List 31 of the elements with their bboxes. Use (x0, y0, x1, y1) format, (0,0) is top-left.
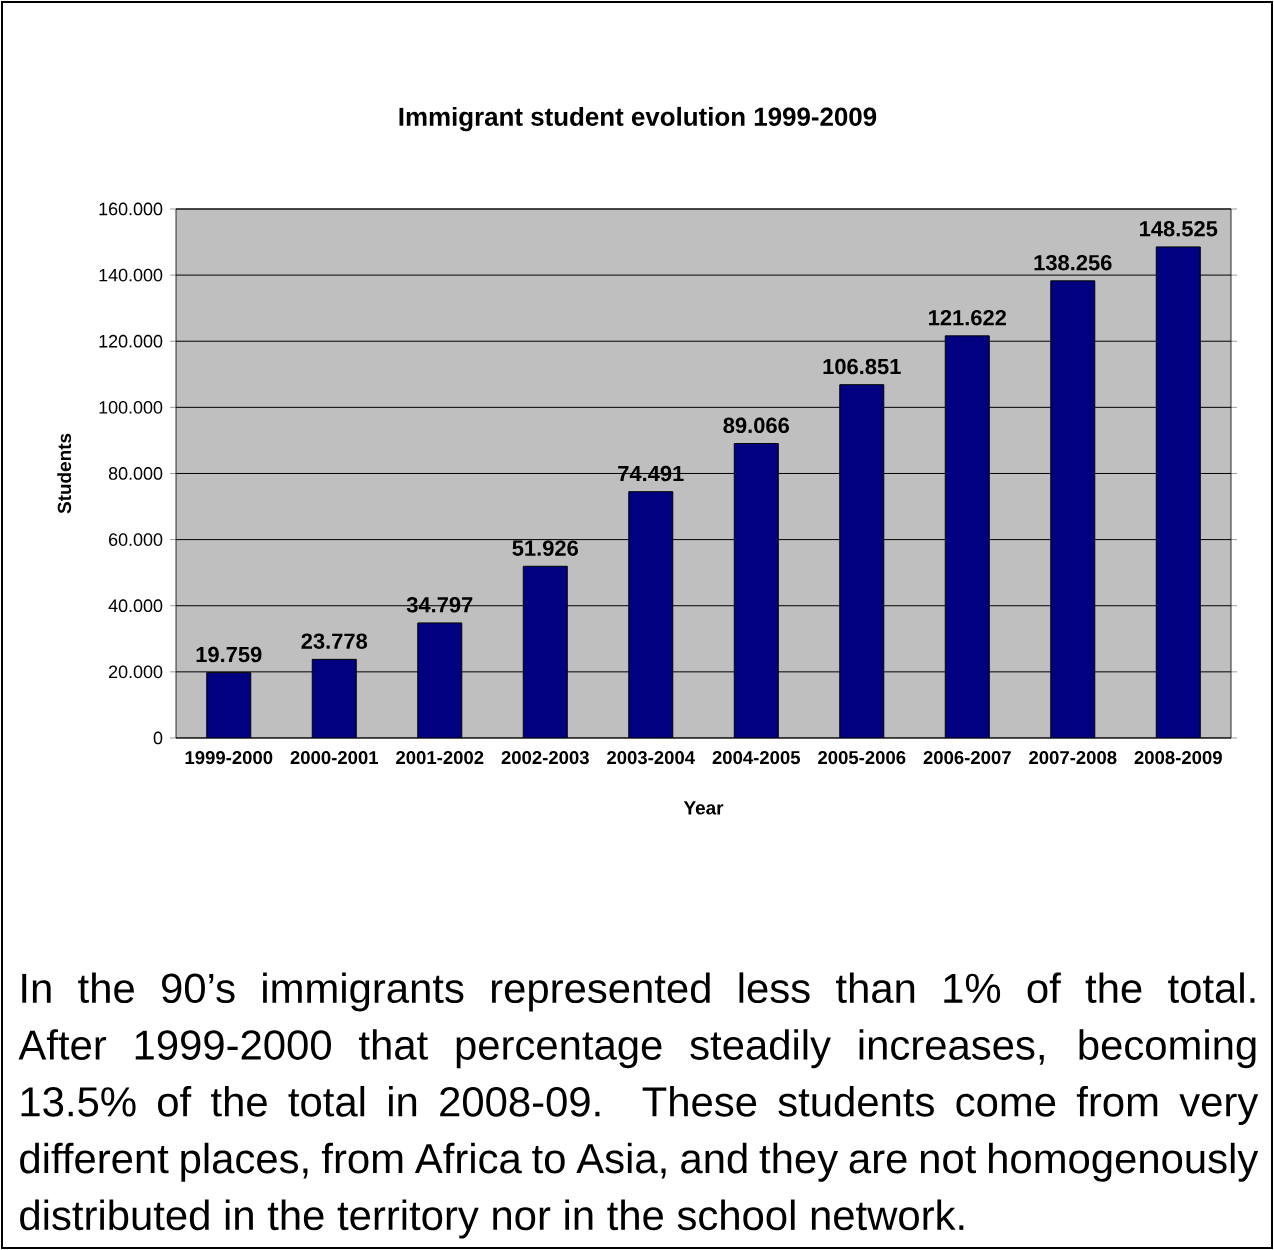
x-tick-label: 2000-2001 (290, 751, 379, 765)
x-tick-label: 2003-2004 (607, 751, 695, 765)
chart-title: Immigrant student evolution 1999-2009 (399, 106, 877, 132)
y-tick-label: 120.000 (99, 334, 163, 348)
x-tick-label: 2007-2008 (1029, 751, 1117, 765)
y-tick-label: 40.000 (108, 599, 163, 613)
y-tick-label: 60.000 (109, 533, 163, 546)
data-label: 23.778 (301, 633, 368, 649)
x-tick-label: 2006-2007 (923, 751, 1011, 765)
text: In the 90’s immigrants represented less than 1% of the total. After 1999-2000 that percentage steadily increases, becoming 13.5% of the total in 2008-09. These students come from very different places, from Africa to Asia, and they are not homogenously distributed in the territory nor in the school network. (18, 972, 1259, 1239)
x-tick-label: 2008-2009 (1134, 751, 1222, 765)
y-tick-label: 80.000 (108, 467, 163, 480)
data-label: 148.525 (1140, 221, 1218, 237)
y-tick-label: 20.000 (109, 665, 163, 679)
data-label: 89.066 (723, 417, 789, 434)
data-label: 19.759 (196, 646, 262, 663)
x-tick-label: 2004-2005 (712, 751, 801, 765)
x-tick-label: 2001-2002 (396, 751, 484, 765)
data-label: 138.256 (1034, 254, 1112, 271)
y-tick-label: 160.000 (99, 202, 163, 216)
x-axis-title: Year (683, 801, 724, 815)
y-axis-title: Students (57, 433, 72, 514)
x-tick-label: 2002-2003 (501, 751, 589, 765)
data-label: 121.622 (929, 309, 1006, 326)
x-tick-label: 2005-2006 (818, 751, 906, 765)
y-tick-label: 100.000 (99, 400, 163, 414)
y-tick-label: 140.000 (99, 268, 163, 282)
x-tick-label: 1999-2000 (185, 751, 273, 765)
data-label: 106.851 (823, 358, 901, 375)
y-tick-label: 0 (153, 731, 163, 745)
data-label: 51.926 (512, 540, 578, 556)
